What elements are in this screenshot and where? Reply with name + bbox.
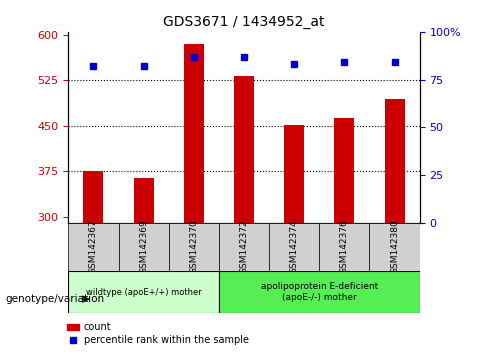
FancyBboxPatch shape <box>68 223 119 271</box>
Bar <box>234 75 254 223</box>
Text: GSM142369: GSM142369 <box>139 219 148 274</box>
Title: GDS3671 / 1434952_at: GDS3671 / 1434952_at <box>163 16 325 29</box>
FancyBboxPatch shape <box>119 223 169 271</box>
Bar <box>385 99 405 223</box>
Bar <box>83 171 103 223</box>
Text: genotype/variation: genotype/variation <box>5 294 104 304</box>
Bar <box>134 177 154 223</box>
FancyBboxPatch shape <box>269 223 319 271</box>
Legend: count, percentile rank within the sample: count, percentile rank within the sample <box>63 319 253 349</box>
Text: apolipoprotein E-deficient
(apoE-/-) mother: apolipoprotein E-deficient (apoE-/-) mot… <box>261 282 378 302</box>
Bar <box>219 271 420 313</box>
Text: wildtype (apoE+/+) mother: wildtype (apoE+/+) mother <box>86 287 202 297</box>
Bar <box>184 44 204 223</box>
Text: GSM142372: GSM142372 <box>240 219 248 274</box>
FancyBboxPatch shape <box>219 223 269 271</box>
FancyBboxPatch shape <box>169 223 219 271</box>
Text: GSM142367: GSM142367 <box>89 219 98 274</box>
Text: GSM142370: GSM142370 <box>189 219 198 274</box>
Text: GSM142376: GSM142376 <box>340 219 349 274</box>
Bar <box>334 118 354 223</box>
Text: GSM142380: GSM142380 <box>390 219 399 274</box>
Bar <box>68 271 219 313</box>
FancyBboxPatch shape <box>319 223 369 271</box>
Text: GSM142374: GSM142374 <box>290 219 299 274</box>
Bar <box>284 125 304 223</box>
FancyBboxPatch shape <box>369 223 420 271</box>
